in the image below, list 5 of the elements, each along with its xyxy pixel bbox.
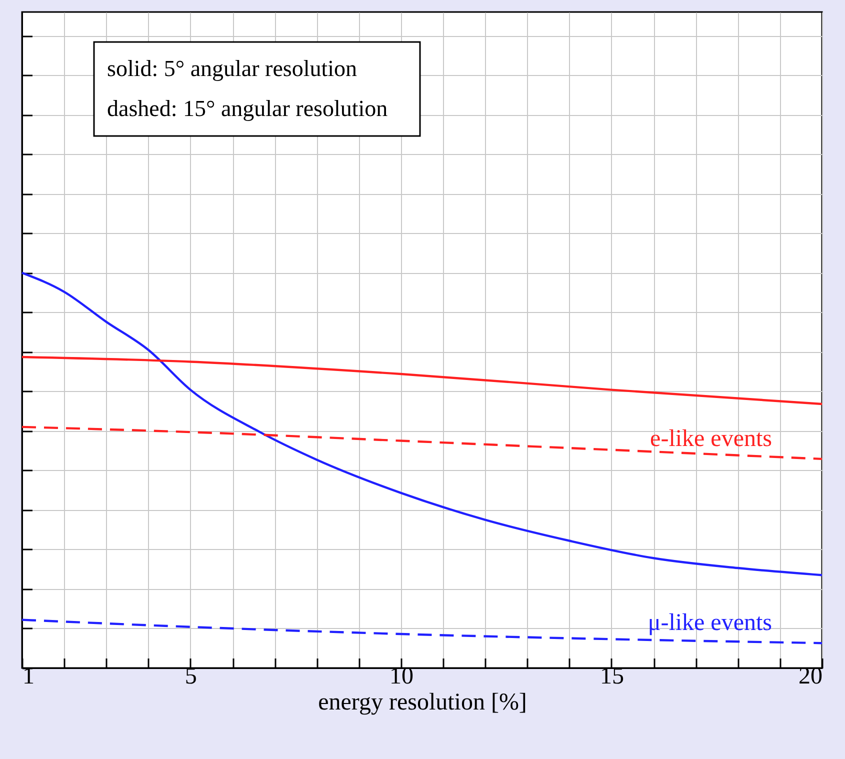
series-label: μ-like events: [648, 610, 772, 636]
text: dashed: 15° angular resolution: [107, 96, 388, 121]
text: solid: 5° angular resolution: [107, 56, 358, 81]
x-axis-title: energy resolution [%]: [318, 690, 527, 716]
series-label: e-like events: [650, 426, 772, 452]
